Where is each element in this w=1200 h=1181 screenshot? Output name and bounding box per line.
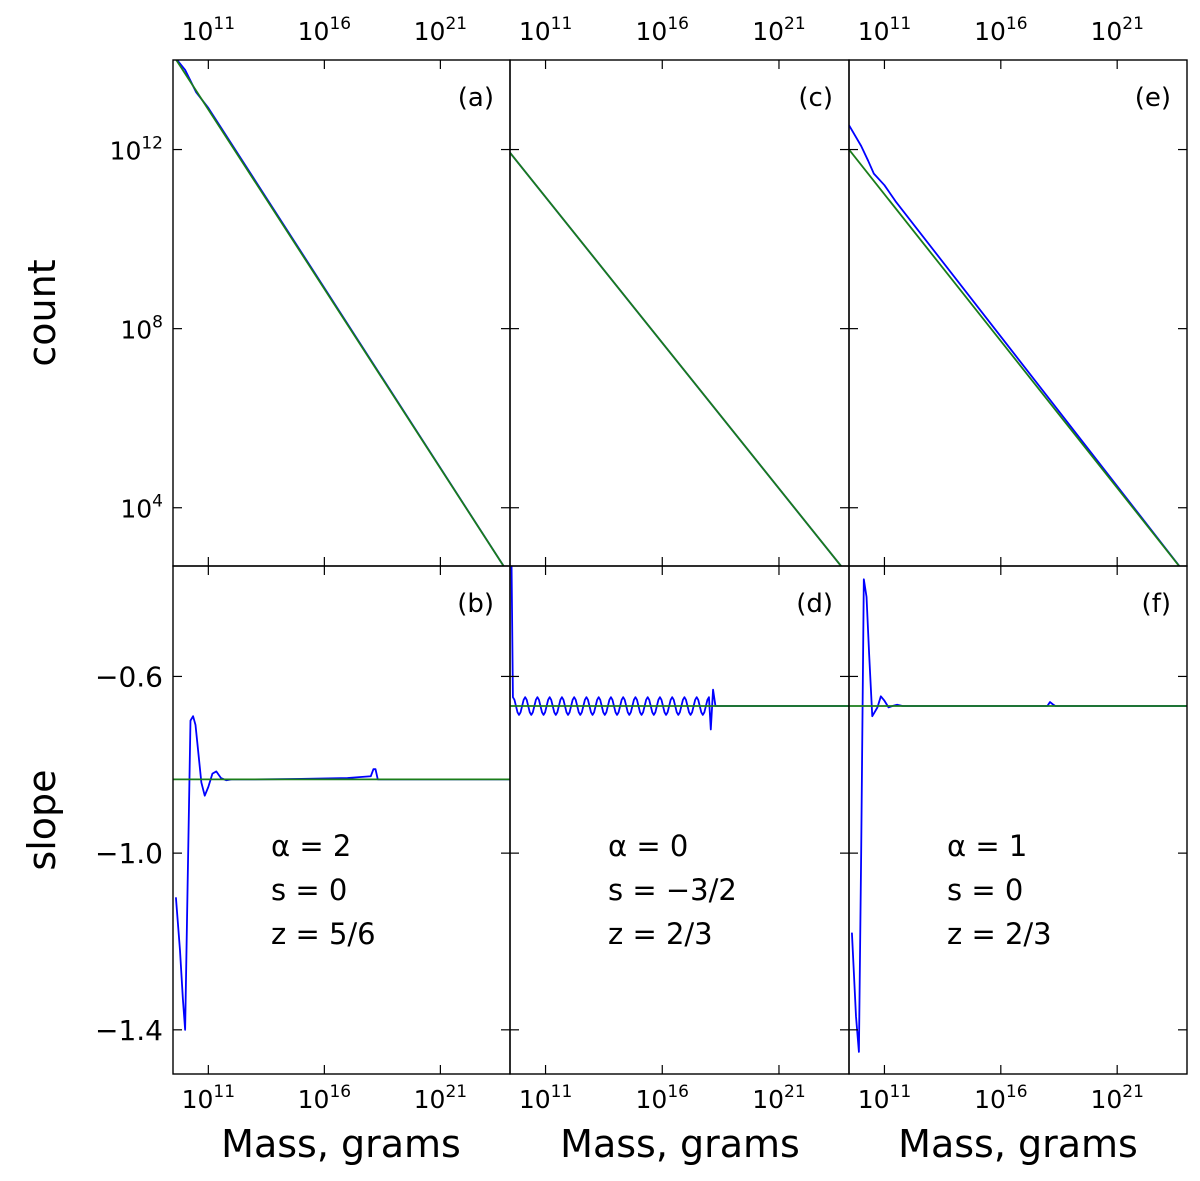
x-axis-title-middle: Mass, grams [560, 1122, 800, 1166]
panel-frame [509, 565, 850, 1075]
param-alpha: α = 2 [271, 829, 351, 863]
y-tick-label: 1012 [110, 134, 163, 166]
x-tick-label-top: 1016 [636, 14, 689, 46]
param-z: z = 2/3 [608, 917, 713, 951]
x-tick-label-bottom: 1016 [298, 1082, 351, 1114]
param-alpha: α = 1 [947, 829, 1027, 863]
panel-label: (f) [1142, 589, 1171, 619]
x-tick-label-bottom: 1011 [519, 1082, 572, 1114]
x-tick-label-bottom: 1021 [1090, 1082, 1143, 1114]
panel-label: (b) [457, 589, 494, 619]
plot-area [173, 715, 510, 1031]
x-tick-label-bottom: 1011 [182, 1082, 235, 1114]
simulation-line [175, 715, 510, 1031]
panel-d: 1011 1016 1021 (d) α = 0 s = −3/2 z = 2/3 [509, 565, 850, 1114]
panel-label: (c) [798, 83, 833, 113]
x-tick-label-bottom: 1016 [974, 1082, 1027, 1114]
x-tick-label-bottom: 1011 [858, 1082, 911, 1114]
y-axis-title-slope: slope [20, 769, 64, 870]
param-s: s = 0 [271, 873, 347, 907]
plot-area [849, 124, 1181, 566]
panel-a: 1011 1016 1021 1012 108 104 (a) [110, 14, 511, 567]
x-tick-label-top: 1011 [519, 14, 572, 46]
x-tick-label-top: 1011 [182, 14, 235, 46]
y-axis-title-count: count [20, 259, 64, 366]
y-tick-label: −1.4 [95, 1014, 163, 1047]
plot-area [849, 578, 1187, 1053]
fit-line [849, 148, 1181, 566]
panel-frame [509, 59, 850, 567]
y-tick-label: −1.0 [95, 837, 163, 870]
panel-frame [848, 565, 1188, 1075]
panel-frame [848, 59, 1188, 567]
x-tick-label-bottom: 1021 [752, 1082, 805, 1114]
panel-label: (e) [1135, 83, 1171, 113]
x-tick-label-bottom: 1016 [636, 1082, 689, 1114]
y-tick-label: 108 [120, 313, 163, 345]
x-axis-title-right: Mass, grams [898, 1122, 1138, 1166]
param-z: z = 5/6 [271, 917, 376, 951]
plot-area [510, 152, 843, 566]
x-tick-label-top: 1021 [752, 14, 805, 46]
x-tick-label-top: 1016 [298, 14, 351, 46]
x-tick-label-top: 1011 [858, 14, 911, 46]
y-tick-label: 104 [120, 492, 163, 524]
simulation-line [510, 566, 849, 731]
param-s: s = 0 [947, 873, 1023, 907]
panel-e: 1011 1016 1021 (e) [848, 14, 1188, 567]
panel-frame [172, 565, 511, 1075]
fit-line [175, 60, 505, 566]
simulation-line [849, 124, 1181, 566]
param-z: z = 2/3 [947, 917, 1052, 951]
panel-b: 1011 1016 1021 −0.6 −1.0 −1.4 (b) α = 2 s = 0 z =… [95, 565, 511, 1114]
panel-label: (a) [458, 83, 494, 113]
x-tick-label-top: 1016 [974, 14, 1027, 46]
param-s: s = −3/2 [608, 873, 737, 907]
x-axis-title-left: Mass, grams [221, 1122, 461, 1166]
simulation-line [851, 578, 1187, 1053]
panel-c: 1011 1016 1021 (c) [509, 14, 850, 567]
panel-f: 1011 1016 1021 (f) α = 1 s = 0 z = 2/3 [848, 565, 1188, 1114]
x-tick-label-bottom: 1021 [414, 1082, 467, 1114]
x-tick-label-top: 1021 [1090, 14, 1143, 46]
x-tick-label-top: 1021 [414, 14, 467, 46]
param-alpha: α = 0 [608, 829, 688, 863]
plot-area [175, 60, 505, 566]
y-tick-label: −0.6 [95, 660, 163, 693]
fit-line [510, 152, 843, 566]
plot-area [510, 566, 849, 731]
panel-label: (d) [796, 589, 833, 619]
